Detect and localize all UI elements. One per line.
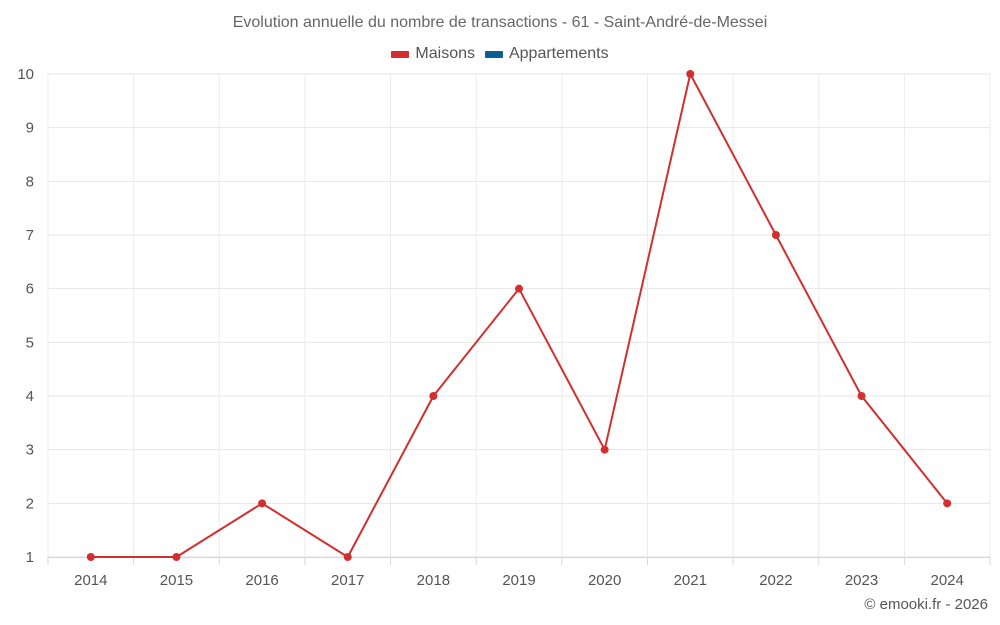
data-point-maisons	[429, 392, 438, 400]
y-tick-label: 4	[26, 388, 34, 405]
legend-swatch-appartements	[484, 50, 503, 58]
legend-item-maisons[interactable]: Maisons	[391, 45, 475, 63]
x-tick-label: 2017	[331, 572, 364, 589]
credit-text: © emooki.fr - 2026	[864, 596, 988, 613]
data-point-maisons	[343, 553, 352, 561]
legend-swatch-maisons	[391, 50, 410, 58]
y-tick-label: 9	[26, 120, 34, 137]
x-tick-label: 2023	[845, 572, 878, 589]
y-tick-label: 5	[26, 334, 34, 351]
data-point-maisons	[258, 499, 267, 508]
y-tick-label: 2	[26, 495, 34, 512]
data-point-maisons	[686, 70, 695, 78]
x-tick-label: 2022	[759, 572, 792, 589]
x-tick-label: 2019	[502, 572, 535, 589]
y-tick-label: 1	[26, 549, 34, 566]
x-tick-label: 2018	[417, 572, 450, 589]
data-point-maisons	[771, 231, 780, 239]
y-tick-label: 6	[26, 281, 34, 298]
data-point-maisons	[515, 284, 523, 293]
x-tick-label: 2015	[160, 572, 193, 589]
x-tick-label: 2014	[74, 572, 107, 589]
y-tick-label: 7	[26, 227, 34, 244]
y-tick-label: 3	[26, 442, 34, 459]
data-point-maisons	[943, 499, 952, 508]
legend-label-appartements: Appartements	[508, 45, 609, 62]
legend-item-appartements[interactable]: Appartements	[484, 45, 609, 63]
y-tick-label: 8	[26, 173, 34, 190]
x-tick-label: 2020	[588, 572, 621, 589]
x-tick-label: 2016	[245, 572, 278, 589]
chart-title: Evolution annuelle du nombre de transact…	[232, 14, 768, 31]
legend: Maisons Appartements	[0, 45, 1000, 63]
data-point-maisons	[600, 445, 609, 454]
x-tick-label: 2024	[930, 572, 963, 589]
x-tick-label: 2021	[674, 572, 707, 589]
data-point-maisons	[172, 553, 181, 561]
y-tick-label: 10	[17, 66, 34, 83]
legend-label-maisons: Maisons	[415, 45, 475, 62]
data-point-maisons	[86, 553, 95, 561]
data-point-maisons	[857, 392, 866, 400]
